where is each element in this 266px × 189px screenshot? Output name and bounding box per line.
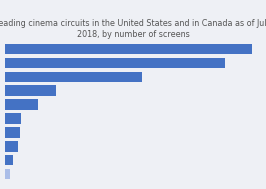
Bar [5, 127, 20, 138]
Bar [5, 57, 225, 68]
Bar [5, 85, 56, 96]
Bar [5, 141, 18, 152]
Bar [5, 71, 142, 82]
Title: Leading cinema circuits in the United States and in Canada as of July
2018, by n: Leading cinema circuits in the United St… [0, 19, 266, 40]
Bar [5, 169, 10, 180]
Bar [5, 113, 21, 124]
Bar [5, 155, 13, 166]
Bar [5, 99, 38, 110]
Bar [5, 43, 252, 54]
